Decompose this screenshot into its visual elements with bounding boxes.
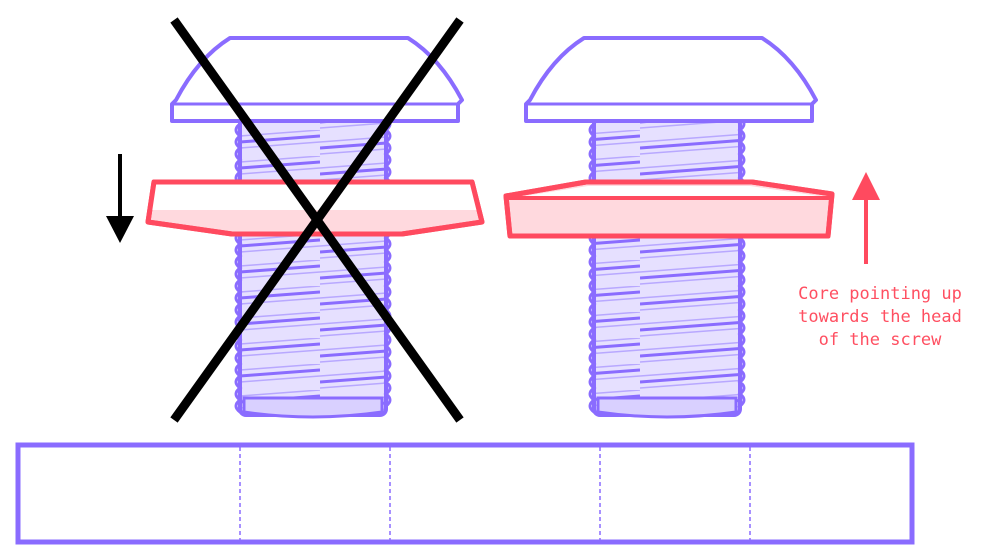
x-cross-icon — [170, 17, 464, 423]
screw-left-head — [170, 36, 464, 123]
annotation-line-1: Core pointing up — [798, 284, 962, 304]
base-plate — [15, 442, 915, 545]
annotation-line-2: towards the head — [798, 307, 962, 327]
arrow-up-icon — [852, 172, 880, 264]
screw-right-shank — [592, 116, 742, 417]
screw-left-thread-edge-right — [383, 116, 392, 408]
annotation-label: Core pointing up towards the head of the… — [760, 283, 1000, 352]
screw-left-shank — [238, 116, 388, 417]
screw-right-thread-edge-right — [737, 116, 746, 408]
screw-left-thread-edge — [234, 122, 243, 414]
washer-right — [503, 179, 835, 239]
annotation-line-3: of the screw — [818, 330, 942, 350]
screw-right-head — [524, 36, 818, 123]
washer-left — [145, 179, 485, 237]
arrow-down-icon — [106, 154, 134, 243]
screw-right-thread-edge — [588, 122, 597, 414]
